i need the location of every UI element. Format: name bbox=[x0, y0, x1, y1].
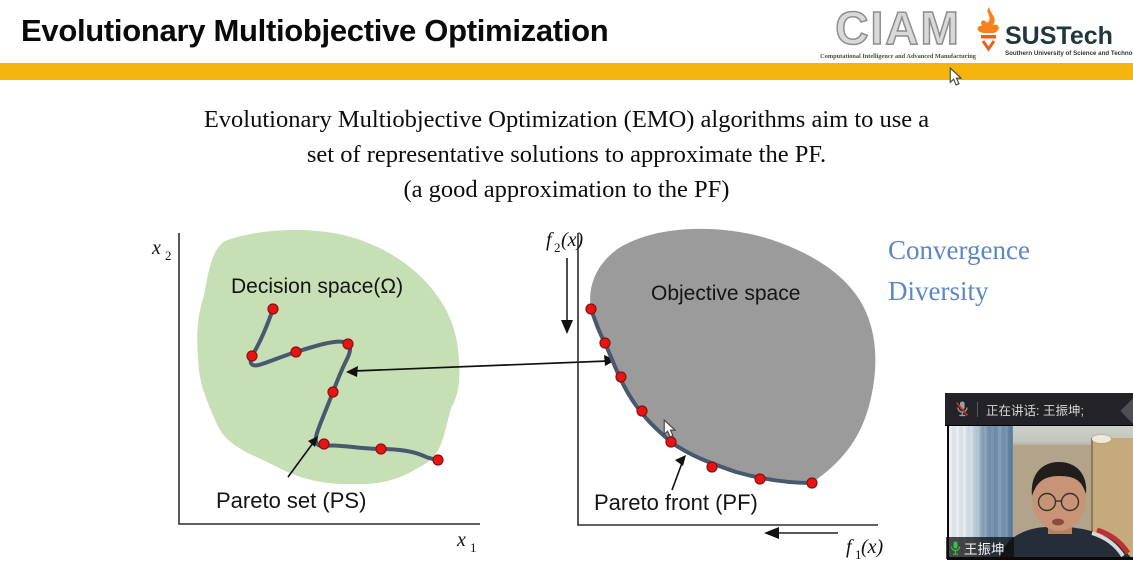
right-x-axis-sub: 1 bbox=[855, 547, 862, 562]
pf-annotation-arrow bbox=[671, 462, 683, 491]
webcam-video bbox=[947, 426, 1133, 560]
objective-space-blob bbox=[590, 228, 876, 483]
right-solution-point bbox=[615, 371, 627, 383]
mouse-cursor bbox=[949, 67, 962, 86]
left-solution-point bbox=[290, 346, 302, 358]
decision-space-label: Decision space(Ω) bbox=[231, 275, 403, 298]
right-solution-point bbox=[806, 477, 818, 489]
pareto-set-label: Pareto set (PS) bbox=[216, 488, 366, 513]
body-line-2: set of representative solutions to appro… bbox=[306, 141, 827, 168]
webcam-ceiling-light bbox=[1092, 435, 1111, 443]
decision-space-blob bbox=[197, 229, 460, 485]
right-solution-point bbox=[665, 436, 677, 448]
ps-pf-mapping-arrow bbox=[346, 355, 616, 377]
speaking-status-text: 正在讲话: 王振坤; bbox=[986, 403, 1084, 418]
accent-bar bbox=[0, 63, 1133, 80]
collapse-chevron[interactable] bbox=[1120, 398, 1133, 424]
sustech-logo-tagline: Southern University of Science and Techn… bbox=[1005, 50, 1133, 57]
decision-space-diagram: x 2 x 1 Decision space(Ω) Pareto set (PS… bbox=[151, 229, 480, 555]
right-y-axis-rest: (x) bbox=[561, 229, 584, 251]
left-solution-point bbox=[246, 350, 258, 362]
ciam-logo-text: CIAM bbox=[834, 2, 961, 54]
objective-space-diagram: f 2 (x) Objective space Pareto front (PF… bbox=[546, 228, 884, 562]
left-solution-point bbox=[375, 443, 387, 455]
left-solution-point bbox=[327, 386, 339, 398]
ps-annotation-arrowhead bbox=[308, 436, 318, 447]
ciam-logo-tagline: Computational Intelligence and Advanced … bbox=[820, 53, 976, 60]
ciam-logo: CIAM Computational Intelligence and Adva… bbox=[818, 2, 978, 60]
left-solution-point bbox=[267, 303, 279, 315]
sustech-logo-textblock: SUSTech Southern University of Science a… bbox=[1005, 6, 1133, 57]
right-solution-point bbox=[706, 461, 718, 473]
right-axes bbox=[577, 233, 878, 526]
ps-annotation-arrow bbox=[287, 442, 314, 478]
left-y-axis-label: x bbox=[151, 237, 161, 259]
keyword-list: Convergence Diversity bbox=[888, 230, 1030, 312]
pf-annotation-arrowhead bbox=[675, 455, 686, 466]
sustech-logo: SUSTech Southern University of Science a… bbox=[975, 6, 1133, 57]
webcam-person bbox=[999, 462, 1131, 557]
slide-body-text: Evolutionary Multiobjective Optimization… bbox=[0, 102, 1133, 207]
speaker-name: 王振坤 bbox=[964, 542, 1005, 557]
right-solution-point bbox=[754, 473, 766, 485]
f2-minimize-arrow bbox=[561, 258, 573, 334]
sustech-logo-text: SUSTech bbox=[1005, 22, 1113, 50]
sustech-flame-icon bbox=[977, 7, 999, 52]
left-solution-point bbox=[432, 454, 444, 466]
keyword-diversity: Diversity bbox=[888, 276, 989, 306]
left-y-axis-sub: 2 bbox=[165, 248, 172, 263]
slide-title: Evolutionary Multiobjective Optimization bbox=[21, 13, 609, 48]
webcam-name-badge: 王振坤 bbox=[946, 537, 1014, 559]
left-axes bbox=[178, 233, 480, 525]
right-y-axis-label: f bbox=[546, 229, 554, 251]
left-x-axis-label: x bbox=[456, 529, 466, 551]
right-solution-point bbox=[599, 337, 611, 349]
keyword-convergence: Convergence bbox=[888, 235, 1030, 265]
webcam-status-bar: 正在讲话: 王振坤; bbox=[945, 393, 1133, 426]
left-solution-point bbox=[318, 438, 330, 450]
left-solution-point bbox=[342, 338, 354, 350]
right-x-axis-rest: (x) bbox=[861, 536, 884, 558]
f1-minimize-arrow bbox=[764, 527, 838, 539]
objective-space-label: Objective space bbox=[651, 282, 800, 305]
right-y-axis-sub: 2 bbox=[554, 240, 561, 255]
left-x-axis-sub: 1 bbox=[470, 540, 477, 555]
pareto-front-label: Pareto front (PF) bbox=[594, 490, 758, 515]
webcam-window-curtain bbox=[949, 426, 1013, 557]
mic-muted-icon bbox=[955, 401, 969, 417]
right-solution-point bbox=[636, 405, 648, 417]
body-line-3: (a good approximation to the PF) bbox=[403, 176, 730, 203]
mic-active-icon bbox=[950, 541, 961, 555]
right-x-axis-label: f bbox=[846, 536, 854, 558]
body-line-1: Evolutionary Multiobjective Optimization… bbox=[203, 106, 930, 133]
status-bar-divider bbox=[977, 401, 978, 417]
right-solution-point bbox=[585, 303, 597, 315]
mouse-cursor-secondary bbox=[663, 419, 676, 438]
